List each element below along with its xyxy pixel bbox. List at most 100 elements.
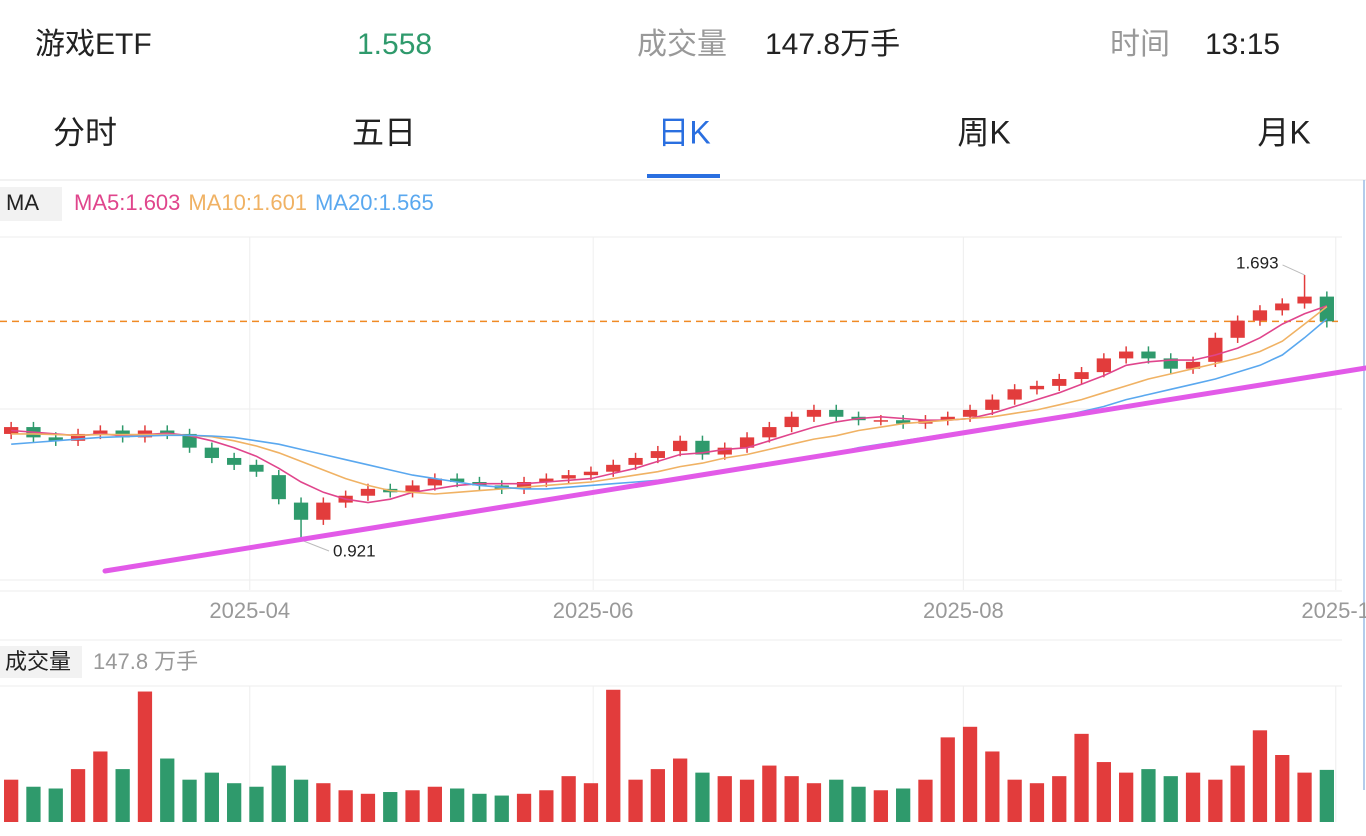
volume-bar (137, 691, 153, 822)
candle-body (4, 427, 19, 434)
volume-bar (182, 779, 197, 822)
candle-body (204, 447, 219, 458)
volume-bar (26, 786, 41, 822)
candle-body (650, 451, 665, 458)
volume-bar (160, 758, 175, 822)
x-tick-label: 2025-10 (1301, 598, 1366, 623)
volume-bar (338, 790, 353, 822)
candle-body (1297, 296, 1312, 304)
candle-body (182, 433, 197, 448)
candle-body (717, 447, 732, 455)
volume-bar (316, 783, 331, 822)
volume-legend-value: 147.8 万手 (93, 649, 198, 674)
volume-bar (405, 790, 420, 822)
volume-bar (762, 765, 777, 822)
volume-bar (628, 779, 643, 822)
volume-bar (93, 751, 108, 822)
candle-body (628, 457, 643, 465)
candle-body (516, 482, 532, 489)
candle-body (405, 485, 420, 493)
volume-bar (115, 769, 130, 822)
x-tick-label: 2025-08 (923, 598, 1004, 623)
time-value: 13:15 (1205, 28, 1280, 61)
legend-box-label: MA (6, 190, 39, 215)
candle-body (227, 457, 242, 465)
volume-bar (851, 786, 866, 822)
volume-bar (940, 737, 955, 822)
fund-price: 1.558 (357, 28, 432, 61)
volume-bar (962, 726, 978, 822)
x-tick-label: 2025-04 (209, 598, 290, 623)
high-annotation: 1.693 (1236, 253, 1279, 272)
candle-body (316, 502, 331, 520)
tab[interactable]: 月K (1257, 114, 1310, 150)
volume-bar (1275, 755, 1290, 822)
candle-body (962, 409, 978, 417)
volume-bar (539, 790, 554, 822)
volume-bar (650, 769, 665, 822)
volume-bar (383, 792, 398, 822)
volume-bar (1119, 772, 1134, 822)
candle-body (427, 478, 442, 486)
candle-body (1319, 296, 1334, 322)
volume-bar (4, 779, 19, 822)
volume-bar (739, 779, 755, 822)
tab[interactable]: 分时 (53, 114, 117, 150)
candle-body (806, 409, 822, 417)
volume-bar (360, 793, 376, 822)
legend-entry: MA20:1.565 (315, 190, 434, 215)
candle-body (561, 475, 576, 479)
legend-entry: MA5:1.603 (74, 190, 180, 215)
volume-bar (1230, 765, 1245, 822)
volume-bar (427, 786, 442, 822)
candle-body (739, 437, 755, 448)
volume-bar (1052, 776, 1067, 822)
candle-body (1119, 351, 1134, 359)
candle-body (70, 433, 86, 441)
candle-body (985, 399, 1000, 410)
candle-body (1096, 358, 1111, 373)
volume-bar (1141, 769, 1156, 822)
annotation-leader (300, 539, 330, 552)
candle-body (940, 416, 955, 421)
x-tick-label: 2025-06 (553, 598, 634, 623)
plot: 2025-042025-062025-082025-10MA5:1.603MA1… (0, 190, 1366, 822)
volume-bar (450, 788, 465, 822)
volume-bar (1252, 730, 1268, 822)
volume-bar (1096, 762, 1111, 822)
volume-bar (1208, 779, 1223, 822)
volume-legend-box (0, 646, 82, 678)
candle-body (1252, 310, 1268, 321)
volume-bar (717, 776, 732, 822)
candle-body (784, 416, 799, 428)
volume-bar (1163, 776, 1178, 822)
candle-body (762, 427, 777, 438)
candle-body (1185, 361, 1201, 369)
candle-body (673, 440, 688, 452)
candle-body (896, 420, 911, 424)
low-annotation: 0.921 (333, 542, 376, 561)
volume-bar (583, 783, 599, 822)
volume-bar (918, 779, 933, 822)
candle-body (1029, 385, 1045, 390)
candle-body (249, 464, 264, 472)
volume-bar (1185, 772, 1201, 822)
volume-bar (1007, 779, 1022, 822)
volume-bar (695, 772, 710, 822)
ma-line (11, 305, 1328, 495)
tab-active[interactable]: 日K (657, 114, 710, 150)
volume-bar (472, 793, 487, 822)
candle-body (1208, 337, 1223, 362)
candle-body (450, 478, 465, 483)
volume-bar (70, 769, 86, 822)
candle-body (160, 430, 175, 434)
tab[interactable]: 五日 (352, 114, 416, 150)
candle-body (829, 409, 844, 417)
tab[interactable]: 周K (957, 114, 1010, 150)
legend-entry: MA10:1.601 (188, 190, 307, 215)
candle-body (93, 430, 108, 434)
candle-body (873, 420, 888, 422)
volume-bar (249, 786, 264, 822)
